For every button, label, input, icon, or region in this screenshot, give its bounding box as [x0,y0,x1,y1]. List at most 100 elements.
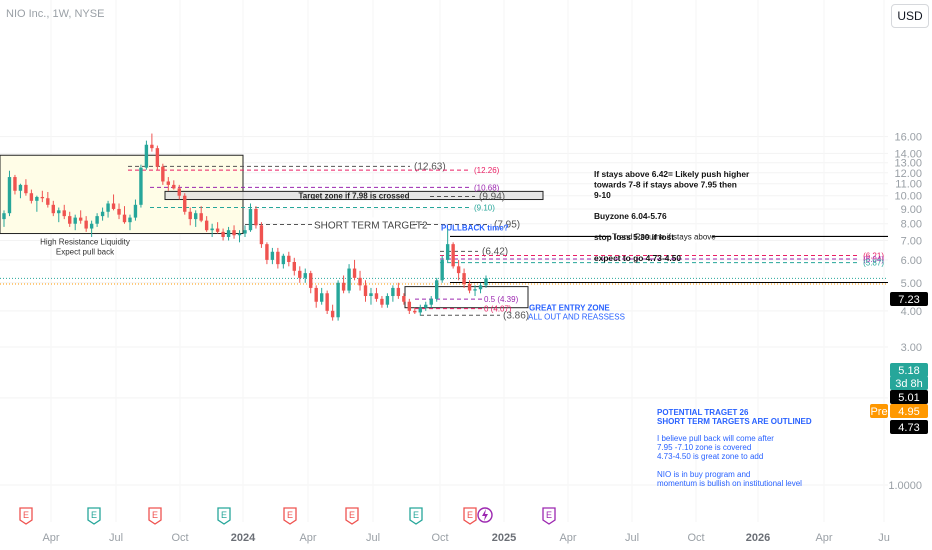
x-tick-label: Ju [878,532,890,544]
candle [57,207,61,223]
candle [319,287,324,305]
candle [325,290,329,315]
candle-body [139,167,143,205]
note2-line: 4.73-4.50 is great zone to add [657,452,763,461]
currency-button[interactable]: USD [891,4,929,28]
candle [166,177,171,191]
candle-body [478,285,483,290]
level-label: (6.42) [482,246,508,257]
earnings-marker-label: E [287,510,293,520]
candle-body [369,293,373,297]
candle [462,268,466,288]
y-tick-label: 6.00 [901,255,922,267]
candle [429,296,433,308]
earnings-marker-label: E [413,510,419,520]
candle-body [226,230,231,237]
candle [144,140,149,170]
candle [18,183,23,199]
earnings-marker: E [217,507,231,525]
candle [155,145,160,170]
x-tick-label: Oct [171,532,188,544]
price-badge: 3d 8h [890,376,928,390]
candle [199,206,203,223]
y-tick-label: 13.00 [894,158,922,170]
note-line: 9-10 [594,190,611,200]
earnings-marker-shape [542,507,556,525]
y-tick-label: 11.00 [895,179,922,191]
candle-body [363,285,368,297]
candle [276,247,280,269]
candle [177,184,181,200]
candle [451,242,455,269]
candle [478,282,483,294]
candle [402,293,406,305]
dividend-icon-ring [477,507,493,523]
earnings-marker-shape [87,507,101,525]
candle [226,226,231,241]
grid [0,136,888,486]
price-badge: 4.73 [890,420,928,434]
level-label: (9.10) [474,204,495,213]
candle-body [18,184,23,191]
candle-body [57,210,61,214]
level-label: (9.94) [479,191,505,202]
price-badge-bg [890,376,928,390]
candle [473,285,477,297]
candle [29,189,34,204]
symbol-title: NIO Inc., 1W, NYSE [6,8,105,20]
candle [161,163,165,185]
candle-body [259,225,264,245]
candle-body [451,244,455,267]
candle [265,242,269,265]
note-line: expect to go 4.73-4.50 [594,253,681,263]
candle [341,275,346,294]
candle-body [287,255,291,262]
price-badge-label: 4.95 [898,406,919,418]
x-tick-label: Apr [299,532,316,544]
candle [194,210,198,227]
price-badge-bg [890,404,928,418]
candle-body [46,198,50,205]
candle [122,206,127,224]
entry-zone-label: GREAT ENTRY ZONE [529,304,610,313]
label-bg [312,217,412,231]
candle [150,133,154,152]
candle-body [89,223,94,229]
y-tick-label: 1.0000 [888,480,922,492]
target-zone-label: Target zone if 7.98 is crossed [298,191,409,200]
level-label: 0 (4.07) [484,305,512,314]
x-tick-label: Apr [42,532,59,544]
candle [445,228,450,262]
earnings-marker: E [542,507,556,525]
candle-body [385,296,390,305]
candle [314,285,318,308]
candle-body [429,298,433,305]
y-tick-label: 12.00 [894,168,922,180]
level-label: (12.63) [414,161,446,172]
candle [51,200,55,217]
x-tick-label: Apr [559,532,576,544]
candle [456,259,461,281]
candle-body [298,270,302,278]
x-tick-label: 2024 [231,532,256,544]
level-label: (12.26) [474,166,500,175]
candle-body [358,277,362,286]
target-zone [164,190,544,201]
candle [396,282,401,299]
candle-body [84,220,88,229]
y-tick-label: 16.00 [894,132,922,144]
note2-line: NIO is in buy program and [657,470,750,479]
candle [106,200,110,218]
earnings-marker-label: E [221,510,227,520]
candle-body [319,293,324,302]
candle [418,304,422,316]
candle-body [276,251,280,265]
earnings-marker-label: E [152,510,158,520]
candle [204,216,209,232]
candle-body [150,144,154,149]
candle [188,207,192,226]
candle-body [68,216,72,224]
y-tick-label: 5.00 [901,278,922,290]
